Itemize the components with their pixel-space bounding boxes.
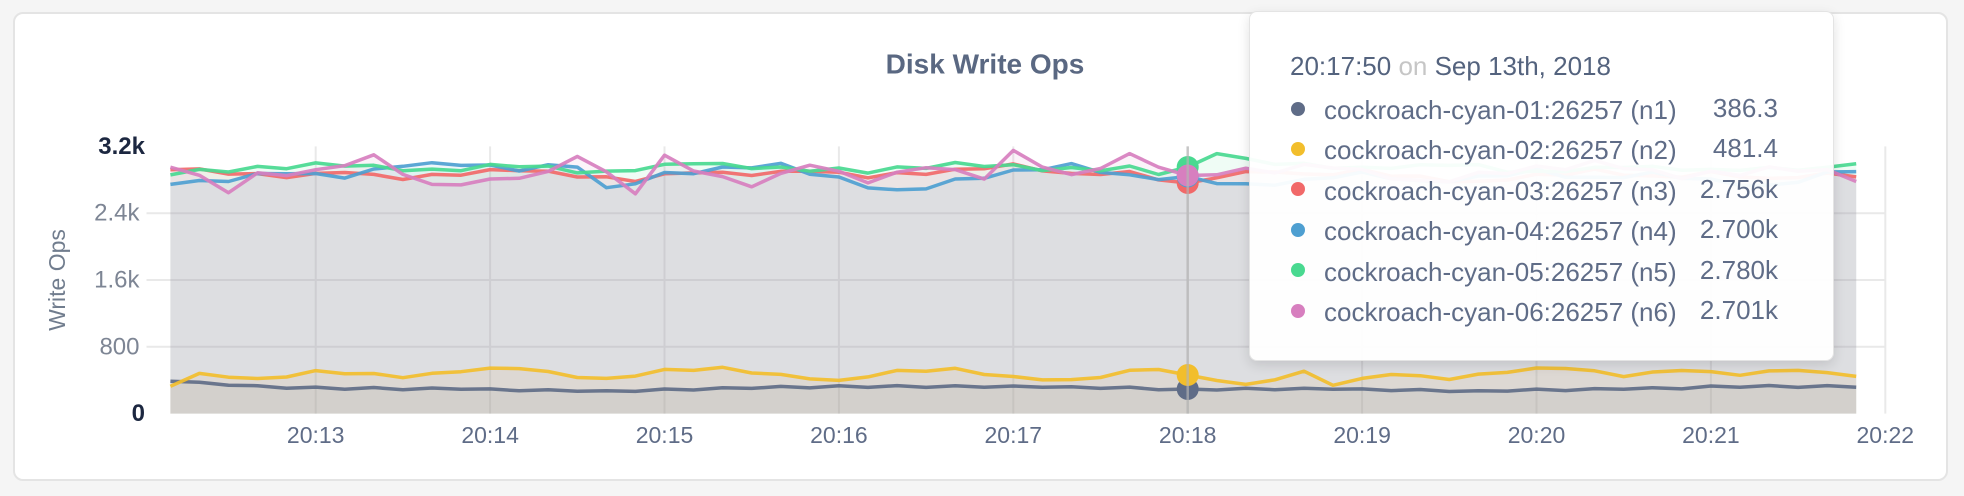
svg-text:3.2k: 3.2k [98,133,145,160]
svg-text:Disk Write Ops: Disk Write Ops [886,49,1085,80]
svg-text:20:20: 20:20 [1508,422,1566,448]
svg-text:20:18: 20:18 [1159,422,1217,448]
svg-text:2.4k: 2.4k [94,200,140,227]
svg-text:20:19: 20:19 [1333,422,1391,448]
svg-text:0: 0 [132,400,145,427]
svg-text:20:17: 20:17 [985,422,1043,448]
svg-text:1.6k: 1.6k [94,267,140,294]
svg-text:20:16: 20:16 [810,422,868,448]
svg-text:20:21: 20:21 [1682,422,1740,448]
svg-text:Write Ops: Write Ops [44,229,70,331]
svg-text:20:22: 20:22 [1857,422,1915,448]
svg-text:20:13: 20:13 [287,422,345,448]
svg-text:800: 800 [99,333,139,360]
svg-text:20:15: 20:15 [636,422,694,448]
svg-text:20:14: 20:14 [461,422,519,448]
